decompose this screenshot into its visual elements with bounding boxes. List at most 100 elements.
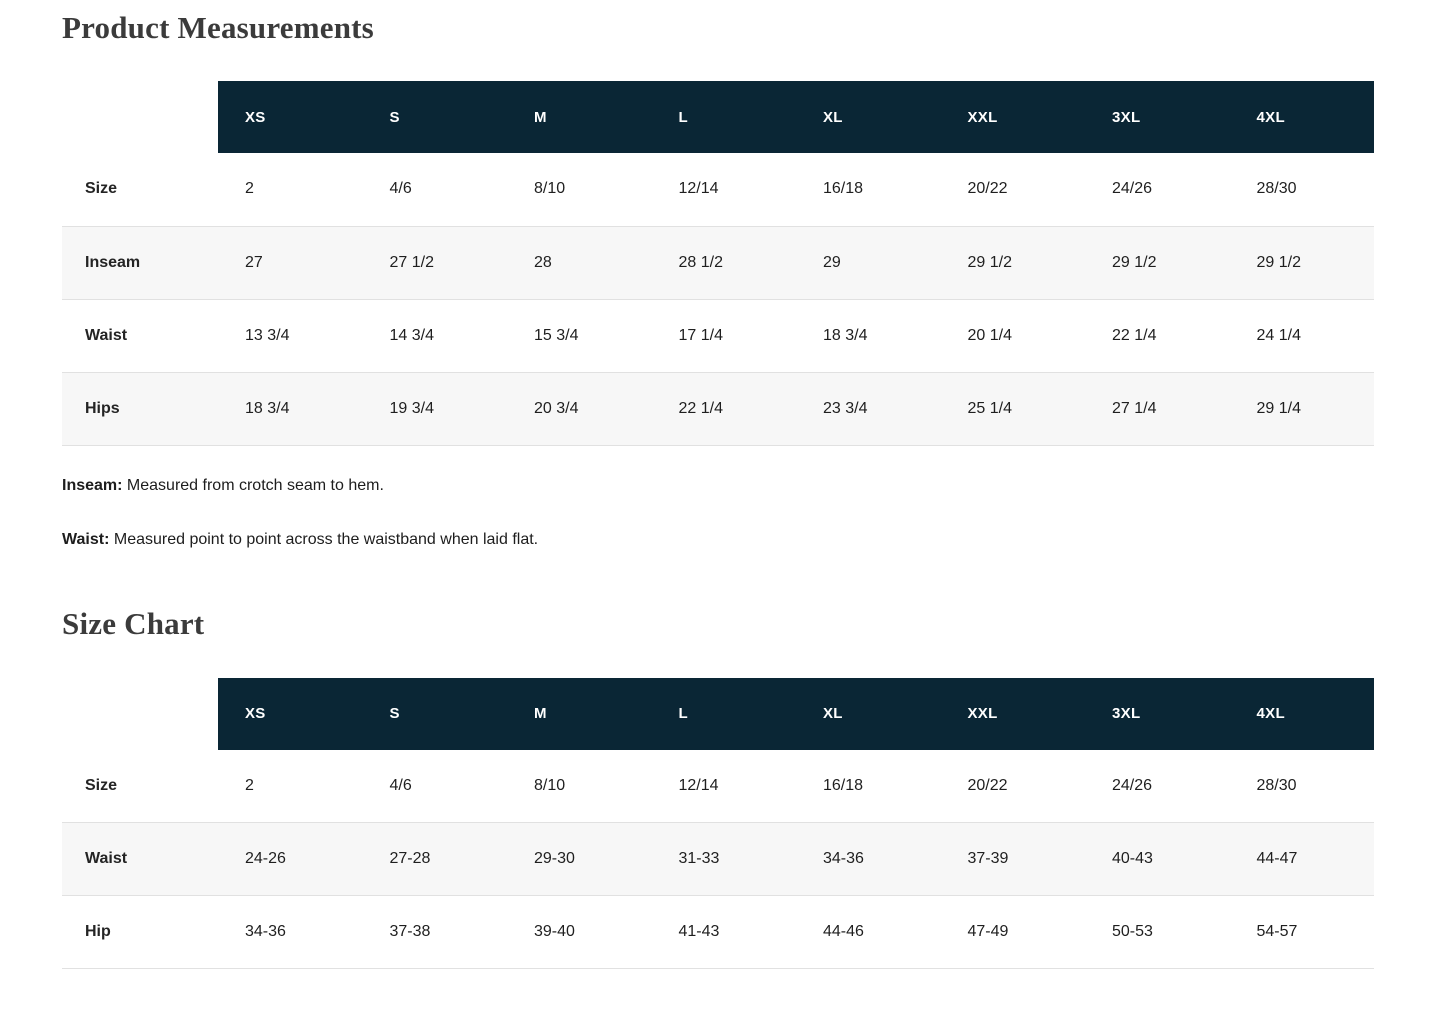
- product-measurements-table: XS S M L XL XXL 3XL 4XL Size 2 4/6 8/10 12/14 16/18 20…: [62, 81, 1374, 446]
- corner-cell: [62, 678, 218, 750]
- measurement-cell: 50-53: [1112, 923, 1153, 940]
- measurement-cell: 29 1/2: [1256, 253, 1301, 271]
- measurement-cell: 29-30: [534, 850, 575, 867]
- inseam-note: Inseam: Measured from crotch seam to hem…: [62, 474, 1374, 498]
- header-row: XS S M L XL XXL 3XL 4XL: [62, 81, 1374, 153]
- measurement-cell: 47-49: [967, 923, 1009, 940]
- measurement-cell: 13 3/4: [245, 326, 290, 344]
- measurement-cell: 4/6: [389, 776, 412, 794]
- measurement-cell: 27-28: [389, 850, 431, 867]
- measurement-cell: 20 3/4: [534, 399, 579, 417]
- column-header-4xl: 4XL: [1229, 677, 1374, 750]
- product-measurements-title: Product Measurements: [62, 10, 374, 45]
- column-header-3xl: 3XL: [1085, 81, 1230, 153]
- table-row-waist: Waist 13 3/4 14 3/4 15 3/4 17 1/4 18 3/4 20 1/…: [62, 299, 1374, 372]
- column-header-xl: XL: [796, 677, 941, 750]
- column-header-xs: XS: [218, 81, 363, 153]
- table-row-inseam: Inseam 27 27 1/2 28 28 1/2 29 29 1/2 29 1/2 29 1…: [62, 226, 1374, 299]
- row-label-hips: Hips: [85, 399, 120, 417]
- measurement-cell: 4/6: [389, 180, 412, 198]
- row-label-size: Size: [85, 180, 118, 198]
- column-header-s: S: [362, 677, 507, 750]
- table-row-size: Size 2 4/6 8/10 12/14 16/18 20/22 24/26 28/30: [62, 153, 1374, 226]
- header-row: XS S M L XL XXL 3XL 4XL: [62, 677, 1374, 750]
- table-row-hip: Hip 34-36 37-38 39-40 41-43 44-46 47-49 50-53 54…: [62, 895, 1374, 969]
- measurement-cell: 41-43: [678, 923, 720, 940]
- column-header-l: L: [651, 677, 796, 750]
- column-header-m: M: [507, 81, 652, 153]
- column-header-s: S: [362, 81, 507, 153]
- measurement-cell: 14 3/4: [389, 326, 434, 344]
- measurement-cell: 2: [245, 776, 254, 794]
- measurement-cell: 16/18: [823, 776, 864, 794]
- measurement-cell: 31-33: [678, 850, 720, 867]
- measurement-cell: 29: [823, 253, 841, 271]
- table-row-size: Size 2 4/6 8/10 12/14 16/18 20/22 24/26 28/30: [62, 749, 1374, 823]
- measurement-cell: 2: [245, 180, 254, 198]
- size-chart-title: Size Chart: [62, 605, 205, 641]
- measurement-cell: 37-38: [389, 923, 431, 940]
- measurement-cell: 54-57: [1256, 923, 1298, 940]
- row-label-size: Size: [85, 776, 118, 794]
- measurement-cell: 20/22: [967, 776, 1008, 794]
- measurement-cell: 40-43: [1112, 850, 1153, 867]
- measurement-cell: 22 1/4: [678, 399, 723, 417]
- measurement-cell: 8/10: [534, 180, 566, 198]
- measurement-cell: 37-39: [967, 850, 1009, 867]
- measurement-cell: 28/30: [1256, 776, 1297, 794]
- measurement-cell: 24-26: [245, 850, 286, 867]
- measurement-cell: 22 1/4: [1112, 326, 1157, 344]
- column-header-xl: XL: [796, 81, 941, 153]
- measurement-cell: 18 3/4: [823, 326, 868, 344]
- table-row-waist: Waist 24-26 27-28 29-30 31-33 34-36 37-39 40-43…: [62, 822, 1374, 896]
- column-header-3xl: 3XL: [1085, 677, 1230, 750]
- column-header-xxl: XXL: [940, 677, 1085, 750]
- measurement-cell: 15 3/4: [534, 326, 579, 344]
- measurement-cell: 44-46: [823, 923, 864, 940]
- measurement-cell: 44-47: [1256, 850, 1298, 867]
- measurement-cell: 17 1/4: [678, 326, 723, 344]
- measurement-cell: 20 1/4: [967, 326, 1012, 344]
- measurement-cell: 27: [245, 253, 263, 271]
- measurement-cell: 27 1/4: [1112, 399, 1157, 417]
- measurement-cell: 29 1/2: [1112, 253, 1157, 271]
- column-header-m: M: [507, 677, 652, 750]
- size-guide-page: Product Measurements XS S M L XL XXL 3XL 4XL Siz…: [62, 10, 1374, 969]
- measurement-cell: 25 1/4: [967, 399, 1012, 417]
- column-header-xxl: XXL: [940, 81, 1085, 153]
- column-header-4xl: 4XL: [1229, 81, 1374, 153]
- column-header-xs: XS: [218, 677, 363, 750]
- measurement-cell: 20/22: [967, 180, 1008, 198]
- size-chart-table: XS S M L XL XXL 3XL 4XL Size 2 4/6 8/10 12/14 16/18 20…: [62, 677, 1374, 969]
- column-header-l: L: [651, 81, 796, 153]
- measurement-cell: 8/10: [534, 776, 566, 794]
- waist-note: Waist: Measured point to point across th…: [62, 528, 1374, 552]
- measurement-cell: 24/26: [1112, 776, 1153, 794]
- row-label-waist: Waist: [85, 850, 128, 867]
- measurement-cell: 12/14: [678, 776, 719, 794]
- measurement-cell: 19 3/4: [389, 399, 434, 417]
- measurement-cell: 29 1/2: [967, 253, 1012, 271]
- measurement-cell: 24 1/4: [1256, 326, 1301, 344]
- row-label-hip: Hip: [85, 923, 111, 940]
- measurement-cell: 39-40: [534, 923, 575, 940]
- row-label-inseam: Inseam: [85, 253, 141, 271]
- measurement-cell: 18 3/4: [245, 399, 290, 417]
- measurement-cell: 28/30: [1256, 180, 1297, 198]
- inseam-note-label: Inseam:: [62, 476, 123, 494]
- measurement-cell: 28 1/2: [678, 253, 723, 271]
- table-row-hips: Hips 18 3/4 19 3/4 20 3/4 22 1/4 23 3/4 25 1/4…: [62, 372, 1374, 445]
- measurement-cell: 34-36: [245, 923, 286, 940]
- measurement-cell: 29 1/4: [1256, 399, 1301, 417]
- waist-note-label: Waist:: [62, 530, 110, 548]
- measurement-cell: 27 1/2: [389, 253, 434, 271]
- row-label-waist: Waist: [85, 326, 128, 344]
- measurement-cell: 16/18: [823, 180, 864, 198]
- waist-note-text: Measured point to point across the waist…: [113, 530, 539, 548]
- measurement-cell: 24/26: [1112, 180, 1153, 198]
- measurement-cell: 12/14: [678, 180, 719, 198]
- measurement-cell: 23 3/4: [823, 399, 868, 417]
- inseam-note-text: Measured from crotch seam to hem.: [126, 476, 384, 494]
- measurement-cell: 34-36: [823, 850, 864, 867]
- measurement-cell: 28: [534, 253, 552, 271]
